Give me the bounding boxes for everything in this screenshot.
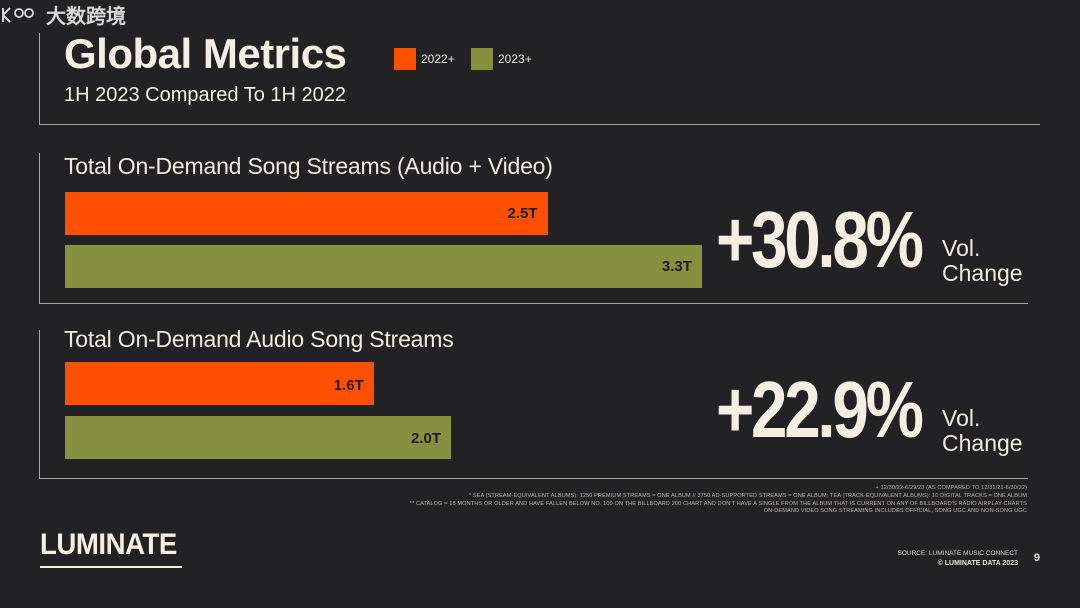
footnote-line: * SEA (STREAM-EQUIVALENT ALBUMS): 1250 P… bbox=[468, 492, 1027, 499]
section2-bottom-rule bbox=[39, 478, 1028, 479]
chart1-bar-label-2022: 2.5T bbox=[507, 205, 538, 222]
chart2-bar-label-2023: 2.0T bbox=[410, 430, 441, 447]
chart2-title: Total On-Demand Audio Song Streams bbox=[64, 326, 454, 352]
chart2-change-label: Vol. Change bbox=[942, 405, 1023, 457]
chart2-bar-2022 bbox=[65, 362, 374, 405]
section1-left-rule bbox=[39, 153, 40, 304]
page-number: 9 bbox=[1033, 552, 1040, 564]
legend-label-2022: 2022+ bbox=[421, 52, 455, 66]
chart2-change-percent: +22.9% bbox=[716, 365, 924, 454]
section2-left-rule bbox=[39, 330, 40, 479]
section1-bottom-rule bbox=[39, 303, 1028, 304]
change-label-line: Change bbox=[942, 260, 1023, 287]
chart1-bar-2022 bbox=[65, 192, 548, 235]
legend-label-2023: 2023+ bbox=[498, 52, 532, 66]
luminate-logo: LUMINATE bbox=[40, 528, 177, 561]
legend-swatch-2023 bbox=[471, 48, 493, 70]
logo-underline bbox=[40, 566, 182, 568]
page-subtitle: 1H 2023 Compared To 1H 2022 bbox=[64, 84, 347, 106]
footnote-line: + 12/30/22-6/29/23 (AS COMPARED TO 12/31… bbox=[875, 485, 1027, 491]
footnotes: + 12/30/22-6/29/23 (AS COMPARED TO 12/31… bbox=[227, 485, 1027, 516]
header-left-rule bbox=[39, 33, 40, 125]
change-label-line: Vol. bbox=[942, 405, 981, 431]
change-label-line: Vol. bbox=[942, 235, 981, 261]
page-title: Global Metrics bbox=[64, 30, 347, 77]
watermark-logo-icon bbox=[2, 6, 34, 23]
chart2-bar-label-2022: 1.6T bbox=[333, 377, 364, 394]
legend-item-2022: 2022+ bbox=[394, 48, 455, 70]
header-bottom-rule bbox=[39, 124, 1040, 125]
legend-item-2023: 2023+ bbox=[471, 48, 532, 70]
change-label-line: Change bbox=[942, 430, 1023, 457]
watermark: 大数跨境 bbox=[0, 0, 1080, 29]
footnote-line: ** CATALOG = 18 MONTHS OR OLDER AND HAVE… bbox=[409, 500, 1027, 507]
footnote-line: ON-DEMAND VIDEO SONG STREAMING INCLUDES … bbox=[763, 508, 1027, 515]
copyright-note: © LUMINATE DATA 2023 bbox=[937, 560, 1018, 567]
chart1-bar-2023 bbox=[65, 245, 702, 288]
chart1-change-label: Vol. Change bbox=[942, 235, 1023, 287]
source-note: SOURCE: LUMINATE MUSIC CONNECT bbox=[897, 550, 1019, 557]
chart1-change-percent: +30.8% bbox=[716, 195, 924, 284]
chart1-title: Total On-Demand Song Streams (Audio + Vi… bbox=[64, 153, 553, 179]
chart1-bar-label-2023: 3.3T bbox=[661, 258, 692, 275]
legend-swatch-2022 bbox=[394, 48, 416, 70]
watermark-text: 大数跨境 bbox=[46, 6, 126, 28]
chart2-bar-2023 bbox=[65, 416, 451, 459]
